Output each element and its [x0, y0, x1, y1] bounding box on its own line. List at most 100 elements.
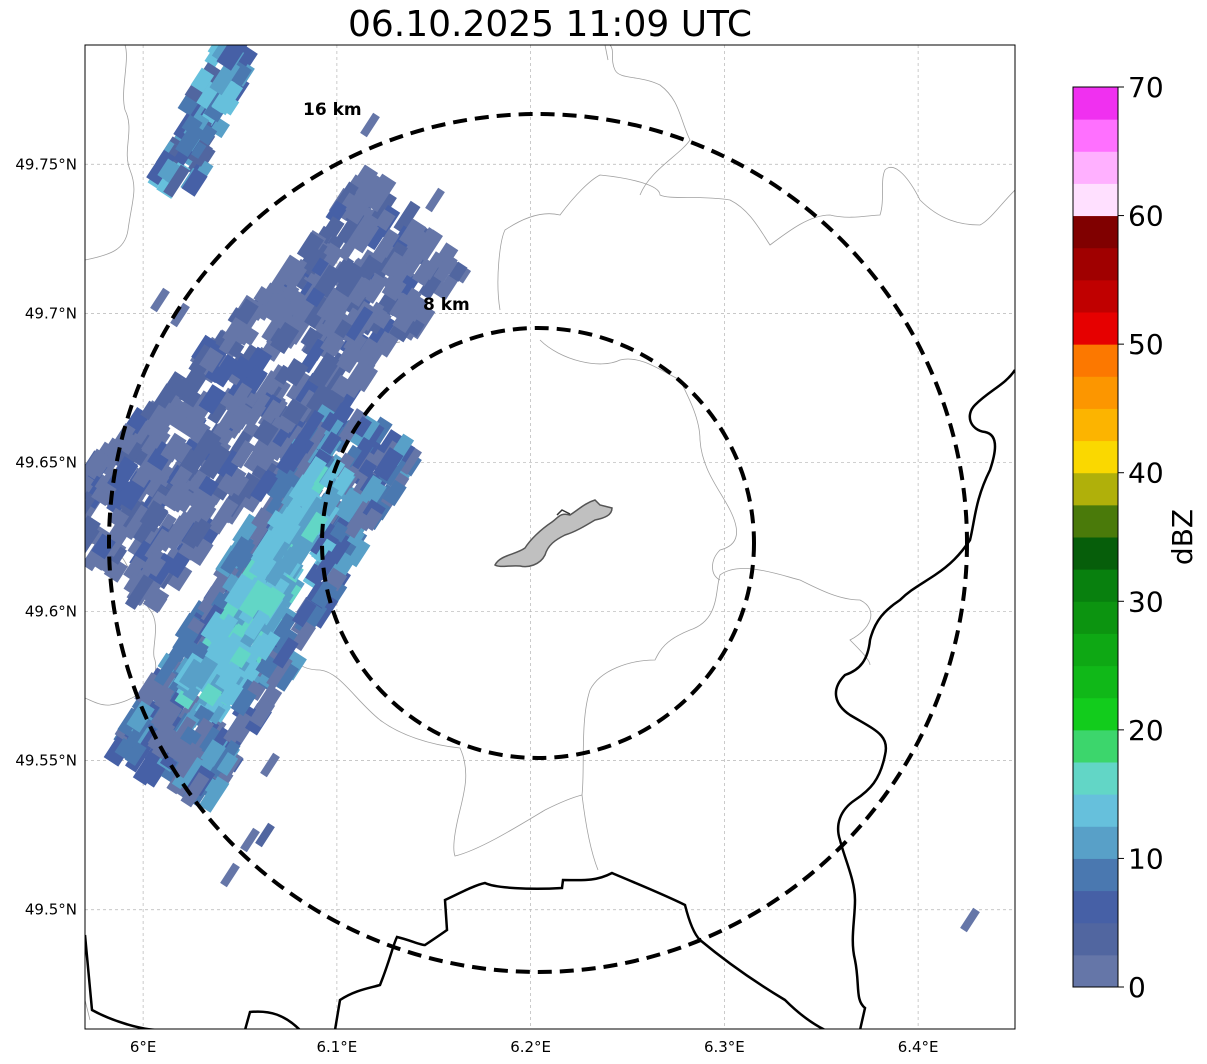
echo-cell — [123, 555, 146, 582]
echo-cell — [182, 520, 208, 549]
echo-cell — [261, 311, 292, 346]
city-area-detail — [556, 509, 571, 516]
echo-cell — [361, 507, 383, 532]
lon-tick-label: 6.1°E — [316, 1038, 357, 1056]
echo-cell — [126, 700, 155, 733]
echo-cell — [258, 530, 288, 565]
echo-cell — [305, 287, 325, 308]
echo-cell — [363, 173, 397, 213]
echo-cell — [216, 45, 250, 71]
echo-cell — [180, 772, 210, 808]
echo-cell — [160, 432, 187, 463]
echo-cell — [308, 351, 341, 390]
echo-cell — [236, 472, 262, 500]
echo-cell — [260, 612, 282, 637]
echo-cell — [250, 468, 279, 503]
echo-cell — [320, 242, 344, 267]
ring-label-16km: 16 km — [303, 100, 362, 120]
colorbar-tick-label: 60 — [1128, 200, 1164, 233]
echo-cell — [170, 302, 190, 328]
radar-echoes — [54, 45, 980, 933]
colorbar-segment — [1073, 408, 1118, 442]
colorbar-segment — [1073, 601, 1118, 634]
echo-cell — [240, 346, 273, 383]
lat-tick-label: 49.5°N — [25, 901, 77, 919]
echo-cell — [85, 484, 86, 522]
echo-cell — [225, 382, 253, 416]
echo-cell — [146, 149, 176, 185]
echo-cell — [210, 422, 234, 446]
echo-cell — [191, 429, 220, 462]
echo-cell — [303, 248, 328, 275]
colorbar-segment — [1073, 215, 1118, 249]
colorbar-segment — [1073, 922, 1118, 956]
echo-cell — [305, 383, 333, 414]
echo-cell — [185, 474, 204, 495]
echo-cell — [352, 363, 379, 393]
echo-cell — [348, 218, 371, 245]
colorbar-segment — [1073, 472, 1118, 506]
echo-cell — [399, 218, 427, 249]
echo-cell — [396, 445, 422, 475]
echo-cell — [229, 355, 254, 381]
echo-cell — [373, 447, 404, 482]
lat-tick-label: 49.55°N — [15, 752, 77, 770]
echo-cell — [344, 197, 370, 225]
echo-cell — [381, 251, 403, 278]
echo-cell — [337, 408, 368, 445]
echo-cell — [960, 907, 980, 933]
echo-cell — [323, 363, 347, 393]
colorbar-tick-label: 0 — [1128, 971, 1146, 1004]
echo-cell — [199, 347, 224, 374]
echo-cell — [170, 377, 189, 398]
echo-cell — [316, 287, 347, 323]
echo-cell — [281, 358, 309, 387]
echo-cell — [345, 306, 374, 341]
echo-cell — [320, 431, 342, 455]
echo-cell — [393, 200, 421, 234]
echo-cell — [228, 536, 256, 566]
echo-cell — [240, 827, 260, 853]
echo-cell — [131, 460, 157, 489]
echo-cell — [343, 509, 369, 539]
latitude-tick-labels: 49.5°N 49.55°N 49.6°N 49.65°N 49.7°N 49.75°N — [15, 155, 77, 918]
echo-cell — [153, 652, 181, 686]
colorbar-segment — [1073, 729, 1118, 763]
echo-cell — [54, 482, 79, 509]
echo-cell — [299, 338, 328, 374]
colorbar-segment — [1073, 312, 1118, 345]
colorbar-segment — [1073, 504, 1118, 538]
echo-cell — [215, 663, 244, 694]
colorbar-segment — [1073, 376, 1118, 409]
colorbar-label: dBZ — [1166, 509, 1199, 565]
echo-cell — [276, 443, 307, 477]
echo-cell — [190, 67, 215, 93]
echo-cell — [252, 419, 279, 446]
echo-cell — [260, 752, 280, 778]
echo-cell — [234, 298, 259, 325]
echo-cell — [355, 277, 377, 299]
echo-cell — [228, 370, 253, 399]
echo-cell — [211, 78, 244, 116]
echo-cell — [365, 225, 387, 251]
echo-cell — [411, 257, 438, 287]
echo-cell — [173, 742, 203, 779]
echo-cell — [300, 511, 328, 543]
echo-cell — [63, 519, 80, 537]
echo-cell — [255, 653, 280, 679]
echo-cell — [224, 632, 244, 652]
echo-cell — [222, 315, 248, 345]
echo-cell — [199, 443, 232, 480]
echo-cell — [157, 158, 183, 185]
echo-cell — [150, 287, 170, 313]
echo-cell — [229, 473, 250, 496]
echo-cell — [161, 515, 193, 552]
echo-cell — [371, 228, 400, 264]
echo-cell — [362, 475, 383, 497]
echo-cell — [334, 319, 352, 339]
echo-cell — [168, 626, 199, 663]
echo-cell — [175, 123, 205, 158]
echo-cell — [207, 497, 239, 535]
echo-cell — [297, 456, 327, 492]
